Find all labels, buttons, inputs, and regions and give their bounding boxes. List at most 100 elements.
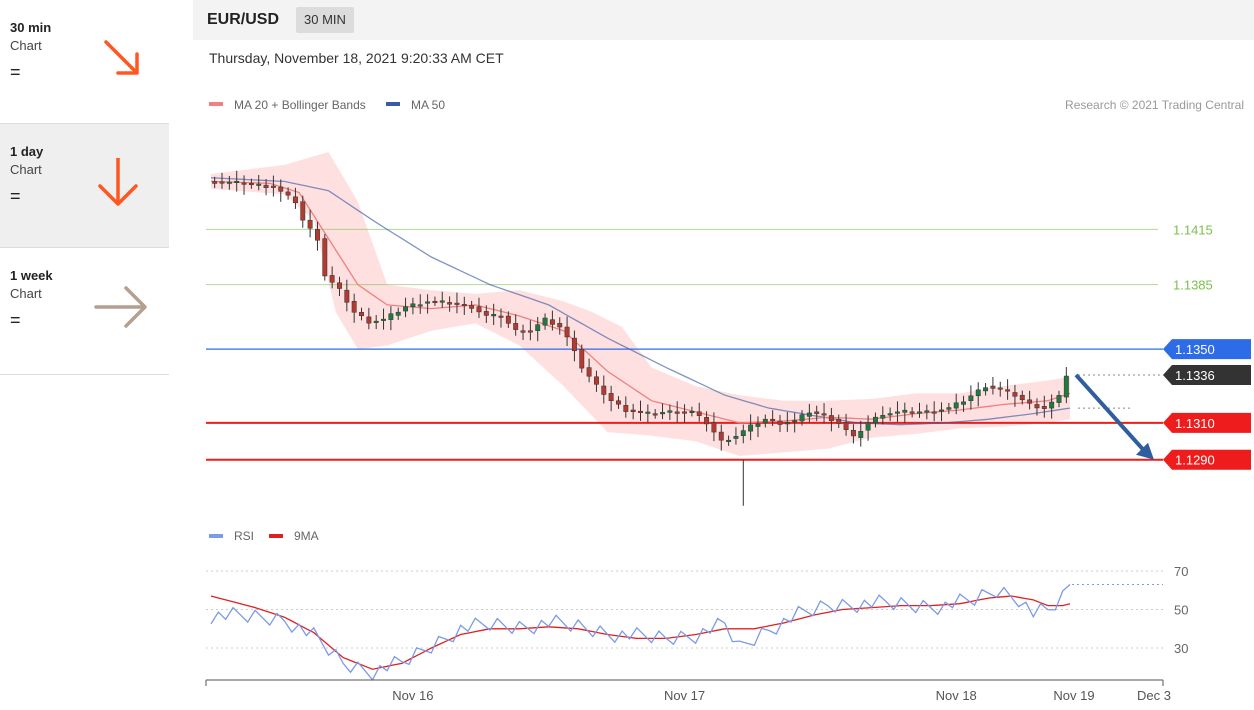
x-tick-label: Nov 17: [664, 688, 705, 703]
forecast-arrow: [1074, 373, 1154, 460]
candle-body: [498, 315, 504, 318]
candle-body: [234, 181, 240, 184]
rsi-tick-30: 30: [1174, 641, 1188, 656]
candle-body: [292, 196, 298, 204]
candle-body: [278, 186, 284, 192]
candle-body: [212, 181, 218, 184]
legend-swatch-ma20: [209, 102, 223, 106]
level-tag-1.1310: [1163, 412, 1251, 433]
candle-body: [256, 183, 262, 186]
candle-body: [513, 323, 519, 330]
candle-body: [821, 413, 827, 416]
candle-body: [895, 411, 900, 414]
x-tick-label: Nov 18: [936, 688, 977, 703]
level-tag-text-1.1336: 1.1336: [1175, 368, 1215, 383]
legend-rsi: RSI: [234, 529, 254, 543]
x-tick-label: Dec 3: [1137, 688, 1171, 703]
candle-body: [307, 219, 313, 229]
candle-body: [718, 431, 724, 441]
candle-body: [454, 302, 460, 305]
candle-body: [461, 304, 467, 307]
candle-body: [939, 409, 944, 412]
candle-body: [410, 303, 416, 308]
candle-body: [784, 422, 790, 425]
candle-body: [755, 423, 761, 427]
candle-body: [505, 315, 511, 324]
x-axis: Nov 16 Nov 17 Nov 18 Nov 19 Dec 3: [205, 679, 1171, 703]
candle-body: [961, 401, 966, 405]
candle-body: [630, 409, 636, 412]
candle-body: [726, 439, 732, 442]
candle-body: [828, 415, 834, 422]
candle-body: [667, 410, 673, 413]
candle-body: [865, 422, 871, 431]
candle-body: [344, 289, 350, 303]
candle-body: [439, 300, 445, 303]
legend-ma20: MA 20 + Bollinger Bands: [234, 98, 366, 112]
candle-body: [682, 411, 688, 414]
timeframe-1day[interactable]: 1 day Chart =: [0, 124, 169, 248]
candle-body: [329, 275, 335, 283]
candle-body: [843, 422, 849, 430]
candle-body: [997, 387, 1003, 390]
candle-body: [616, 400, 621, 405]
candle-body: [733, 436, 739, 439]
candle-body: [351, 300, 357, 313]
candle-body: [447, 302, 453, 305]
candle-body: [638, 410, 643, 413]
candle-body: [337, 282, 342, 289]
timeframe-30min[interactable]: 30 min Chart =: [0, 0, 169, 124]
level-tag-text-1.1310: 1.1310: [1175, 416, 1215, 431]
level-tag-1.1336: [1163, 364, 1251, 385]
candle-body: [226, 181, 232, 184]
arrow-right-icon: [94, 286, 147, 328]
legend-swatch-rsi: [209, 534, 223, 538]
candle-body: [315, 229, 320, 241]
candle-body: [520, 330, 526, 333]
level-tag-1.1350: [1163, 339, 1251, 360]
candle-body: [549, 319, 555, 325]
candle-body: [601, 385, 607, 395]
price-chart[interactable]: MA 20 + Bollinger Bands MA 50 Research ©…: [193, 0, 1254, 710]
candle-body: [557, 323, 563, 328]
period-label: 1 week: [10, 268, 53, 283]
candle-body: [1056, 395, 1062, 403]
candle-body: [652, 413, 658, 416]
candle-body: [608, 393, 614, 401]
legend-9ma: 9MA: [294, 529, 319, 543]
level-label-1.1385: 1.1385: [1173, 278, 1213, 293]
status-label: =: [10, 62, 21, 82]
candle-body: [704, 417, 710, 425]
timeframe-1week[interactable]: 1 week Chart =: [0, 248, 169, 375]
candle-body: [1019, 394, 1025, 401]
rsi-panel: 70 50 30: [206, 564, 1188, 681]
timeframe-badge[interactable]: 30 MIN: [296, 7, 354, 33]
level-tag-1.1290: [1163, 449, 1251, 470]
currency-pair: EUR/USD: [207, 11, 280, 28]
candle-body: [711, 422, 717, 433]
candle-body: [469, 305, 475, 309]
candle-body: [417, 304, 423, 307]
candle-body: [373, 320, 379, 323]
candle-body: [1063, 375, 1069, 398]
level-label-1.1415: 1.1415: [1173, 222, 1213, 237]
level-tag-text-1.1350: 1.1350: [1175, 342, 1215, 357]
candle-body: [300, 201, 306, 221]
candle-body: [322, 238, 328, 277]
candle-body: [1034, 404, 1040, 409]
candle-body: [270, 185, 276, 188]
candle-body: [924, 410, 930, 413]
candle-body: [990, 385, 996, 389]
candle-body: [483, 311, 489, 316]
ma50-line: [210, 177, 1071, 426]
chart-panel: EUR/USD 30 MIN Thursday, November 18, 20…: [193, 0, 1254, 710]
candle-body: [689, 410, 695, 413]
rsi-line: [210, 584, 1071, 681]
legend-swatch-ma50: [386, 102, 400, 106]
rsi-tick-50: 50: [1174, 603, 1188, 618]
period-label: 1 day: [10, 144, 44, 159]
chart-datetime: Thursday, November 18, 2021 9:20:33 AM C…: [209, 50, 504, 66]
forecast-arrow-line: [1074, 373, 1148, 455]
candle-body: [799, 414, 805, 422]
candle-body: [623, 405, 629, 412]
